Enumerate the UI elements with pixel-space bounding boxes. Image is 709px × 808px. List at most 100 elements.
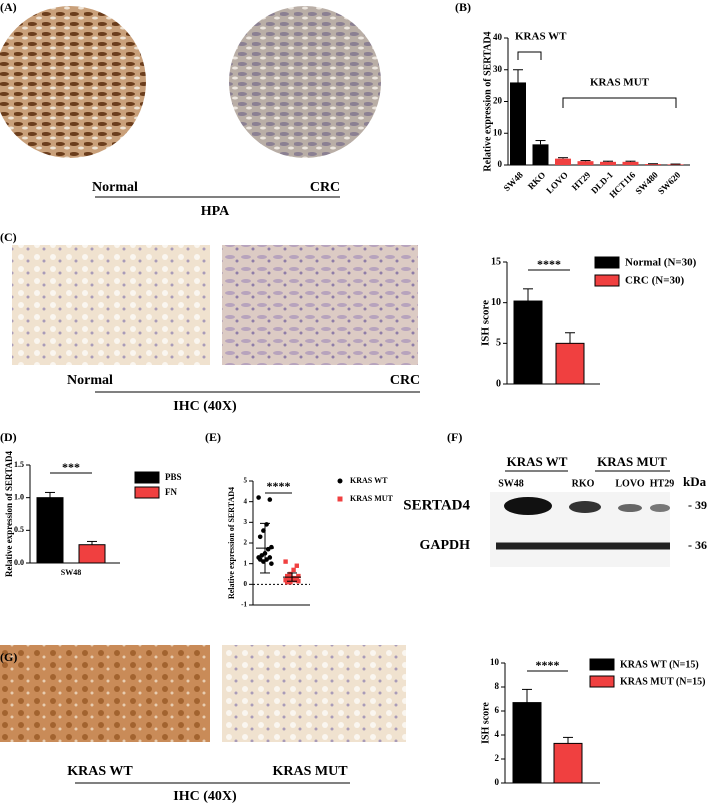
label: 4 <box>495 729 500 739</box>
label: SW48 <box>498 478 524 489</box>
label: 20 <box>493 96 503 106</box>
point <box>283 559 288 564</box>
label: KRAS MUT <box>590 77 650 89</box>
label: LOVO <box>544 170 570 196</box>
label: GAPDH <box>419 538 470 553</box>
legend-marker <box>134 486 160 499</box>
label: 2 <box>495 753 500 763</box>
label: 1.5 <box>14 460 24 469</box>
label: 1 <box>244 559 248 567</box>
label: KRAS MUT <box>272 764 348 779</box>
label: 30 <box>493 64 503 74</box>
label: SW480 <box>633 169 660 196</box>
label: - 39 <box>688 498 707 512</box>
label: 10 <box>491 297 501 308</box>
bar <box>513 300 543 385</box>
band <box>504 497 552 515</box>
bar <box>667 164 684 165</box>
bar <box>555 158 571 165</box>
label: 6 <box>495 705 500 715</box>
point <box>296 573 301 579</box>
label: ISH score <box>480 702 491 744</box>
label: ISH score <box>480 300 492 346</box>
label: 3 <box>244 518 248 526</box>
label: 40 <box>493 32 503 42</box>
label: IHC (40X) <box>173 789 237 804</box>
label: RKO <box>572 478 595 489</box>
label: Relative expression of SERTAD4 <box>4 450 14 577</box>
label: (E) <box>205 430 221 444</box>
label: 15 <box>491 256 501 267</box>
label: KRAS MUT (N=15) <box>620 676 706 687</box>
point <box>285 580 290 585</box>
label: 1.0 <box>14 492 24 501</box>
legend-marker <box>134 471 160 484</box>
label: KRAS WT <box>507 454 568 469</box>
label: PBS <box>165 472 182 482</box>
label: (B) <box>455 0 471 14</box>
tissue-image <box>222 245 418 365</box>
label: SW48 <box>502 169 526 193</box>
label: 5 <box>496 338 501 349</box>
label: 0 <box>495 777 500 787</box>
label: **** <box>536 658 560 672</box>
label: - 36 <box>688 538 707 552</box>
bar <box>622 161 639 165</box>
label: *** <box>62 460 80 474</box>
label: 4 <box>244 497 248 505</box>
label: (C) <box>0 230 17 244</box>
label: CRC (N=30) <box>625 275 684 287</box>
label: CRC <box>310 180 340 195</box>
tissue-image <box>0 645 210 742</box>
bar <box>645 164 661 165</box>
point <box>267 497 273 502</box>
point <box>257 534 263 540</box>
label: (G) <box>0 650 17 664</box>
label: IHC (40X) <box>173 399 237 414</box>
label: Normal (N=30) <box>625 257 697 269</box>
legend-marker <box>594 274 620 287</box>
legend-marker <box>337 496 343 502</box>
bar <box>36 497 64 564</box>
bracket <box>517 51 542 60</box>
label: (D) <box>0 430 17 444</box>
label: 10 <box>493 127 503 137</box>
tissue-image <box>0 6 146 158</box>
label: KRAS WT <box>350 476 388 485</box>
label: (F) <box>447 430 462 444</box>
tissue-image <box>229 6 381 158</box>
label: 0 <box>498 159 503 169</box>
label: SERTAD4 <box>403 497 470 513</box>
point <box>294 563 299 568</box>
label: FN <box>165 487 177 497</box>
bar <box>555 342 585 385</box>
tissue-image <box>12 245 210 365</box>
label: kDa <box>683 474 707 489</box>
label: **** <box>267 479 291 493</box>
label: HT29 <box>650 478 674 489</box>
label: KRAS WT <box>515 31 567 43</box>
label: 0 <box>244 580 248 588</box>
label: -1 <box>241 601 247 609</box>
label: Normal <box>67 373 113 388</box>
point <box>288 580 293 585</box>
label: Normal <box>92 180 138 195</box>
label: 0 <box>496 378 501 389</box>
band <box>569 501 601 513</box>
point <box>296 579 301 584</box>
point <box>291 567 296 573</box>
bracket <box>562 97 677 108</box>
point <box>256 495 261 500</box>
legend-marker <box>589 675 615 688</box>
point <box>265 546 271 552</box>
label: **** <box>537 257 561 271</box>
label: HPA <box>201 204 230 219</box>
label: LOVO <box>615 478 644 489</box>
label: SW48 <box>61 568 81 577</box>
label: 8 <box>495 681 500 691</box>
label: 0.5 <box>14 525 24 534</box>
label: (A) <box>0 0 17 14</box>
legend-marker <box>337 478 343 484</box>
label: 0.0 <box>14 558 24 567</box>
